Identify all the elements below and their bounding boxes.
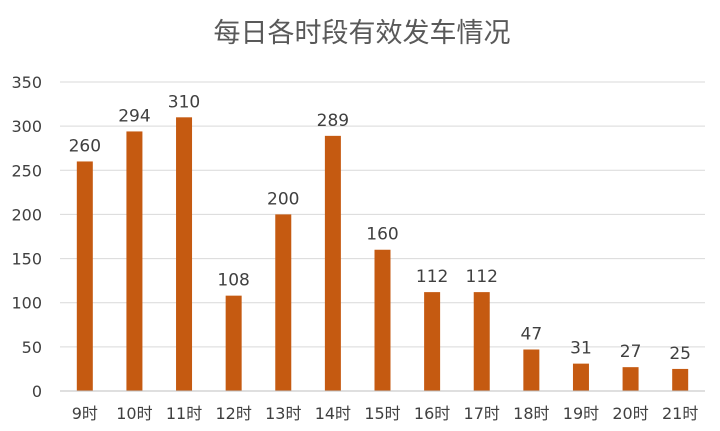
- y-tick-label: 150: [11, 250, 42, 269]
- y-tick-label: 250: [11, 161, 42, 180]
- y-tick-label: 350: [11, 73, 42, 92]
- bar: [76, 161, 93, 391]
- x-tick-label: 19时: [563, 404, 599, 423]
- x-tick-label: 17时: [464, 404, 500, 423]
- y-tick-label: 300: [11, 117, 42, 136]
- data-labels: 260 294 310 108 200 289 160 112 112 47 31 27 25: [69, 92, 691, 364]
- bar: [176, 117, 193, 392]
- bars: [76, 117, 689, 392]
- data-label: 25: [669, 344, 691, 364]
- y-tick-label: 0: [32, 382, 42, 401]
- x-tick-label: 9时: [72, 404, 98, 423]
- data-label: 260: [69, 136, 101, 156]
- y-axis-ticks: 0 50 100 150 200 250 300 350: [11, 73, 42, 401]
- bar: [523, 349, 540, 391]
- data-label: 310: [168, 92, 200, 112]
- bar: [672, 368, 689, 391]
- x-tick-label: 11时: [166, 404, 202, 423]
- data-label: 112: [466, 267, 498, 287]
- y-tick-label: 200: [11, 205, 42, 224]
- bar: [225, 295, 242, 391]
- x-axis-ticks: 9时 10时 11时 12时 13时 14时 15时 16时 17时 18时 19时 20时 21时: [72, 404, 699, 423]
- chart-title: 每日各时段有效发车情况: [214, 18, 511, 49]
- bar: [324, 135, 341, 391]
- x-tick-label: 21时: [662, 404, 698, 423]
- bar: [374, 249, 391, 391]
- data-label: 294: [118, 106, 150, 126]
- bar: [424, 292, 441, 391]
- data-label: 289: [317, 111, 349, 131]
- data-label: 160: [366, 225, 398, 245]
- data-label: 108: [217, 271, 249, 291]
- bar: [126, 131, 143, 391]
- data-label: 112: [416, 267, 448, 287]
- bar: [275, 214, 292, 391]
- data-label: 47: [521, 325, 543, 345]
- x-tick-label: 12时: [215, 404, 251, 423]
- y-tick-label: 100: [11, 294, 42, 313]
- x-tick-label: 13时: [265, 404, 301, 423]
- data-label: 27: [620, 342, 642, 362]
- bar: [622, 367, 639, 391]
- bar: [473, 292, 490, 391]
- x-tick-label: 18时: [513, 404, 549, 423]
- bar: [572, 363, 589, 391]
- x-tick-label: 20时: [612, 404, 648, 423]
- data-label: 200: [267, 189, 299, 209]
- y-tick-label: 50: [22, 338, 42, 357]
- x-tick-label: 14时: [315, 404, 351, 423]
- data-label: 31: [570, 339, 592, 359]
- x-tick-label: 15时: [364, 404, 400, 423]
- x-tick-label: 16时: [414, 404, 450, 423]
- x-tick-label: 10时: [116, 404, 152, 423]
